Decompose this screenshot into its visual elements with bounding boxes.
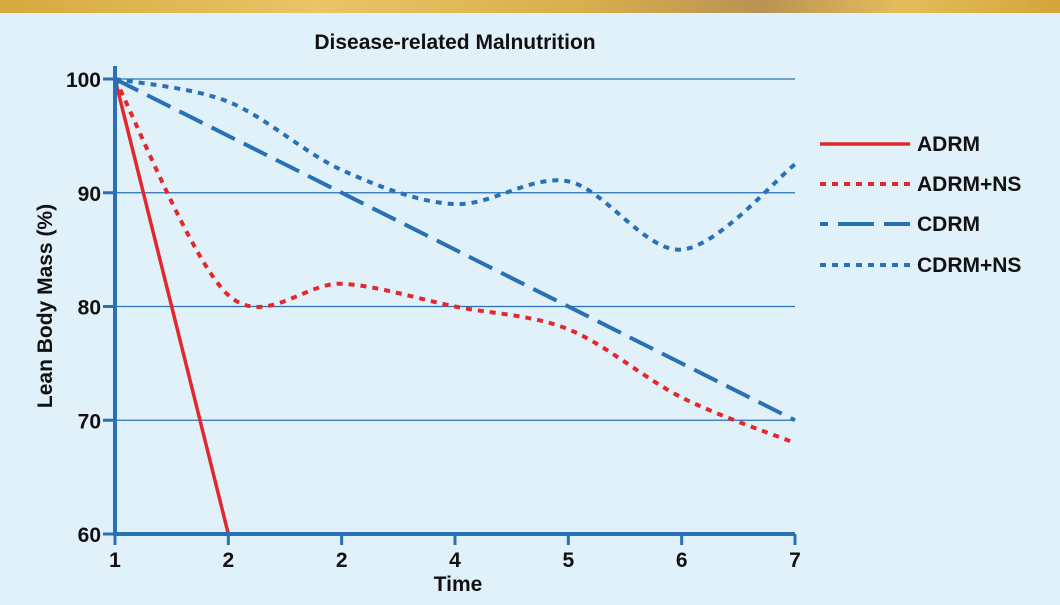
- series-group: [113, 77, 797, 535]
- y-axis-label: Lean Body Mass (%): [34, 204, 57, 408]
- chart-title: Disease-related Malnutrition: [314, 31, 595, 54]
- series-line-adrm: [113, 78, 231, 535]
- y-tick-label-60: 60: [78, 524, 101, 547]
- x-tick-label-6: 6: [676, 549, 688, 572]
- x-tick-label-1: 1: [109, 549, 121, 572]
- series-line-adrm-plus-ns: [113, 78, 796, 445]
- legend: ADRM ADRM+NS CDRM CDRM+NS: [820, 133, 1021, 277]
- x-tick-label-3: 2: [336, 549, 348, 572]
- series-line-cdrm: [114, 77, 796, 423]
- y-tick-label-90: 90: [78, 183, 101, 206]
- x-tick-label-4: 4: [449, 549, 461, 572]
- legend-label-adrm: ADRM: [917, 133, 980, 156]
- x-tick-label-5: 5: [562, 549, 574, 572]
- y-tick-label-70: 70: [78, 410, 101, 433]
- series-line-cdrm-plus-ns: [114, 77, 797, 252]
- legend-label-cdrm-plus-ns: CDRM+NS: [917, 254, 1021, 277]
- x-tick-label-2: 2: [222, 549, 234, 572]
- x-axis-label: Time: [434, 573, 483, 596]
- y-tick-label-80: 80: [78, 297, 101, 320]
- legend-label-adrm-plus-ns: ADRM+NS: [917, 173, 1021, 196]
- legend-label-cdrm: CDRM: [917, 213, 980, 236]
- axes: 60 70 80 90 100 1 2 2 4 5 6 7: [66, 66, 801, 572]
- y-tick-label-100: 100: [66, 69, 101, 92]
- x-tick-label-7: 7: [789, 549, 801, 572]
- decorative-top-band: [0, 0, 1060, 13]
